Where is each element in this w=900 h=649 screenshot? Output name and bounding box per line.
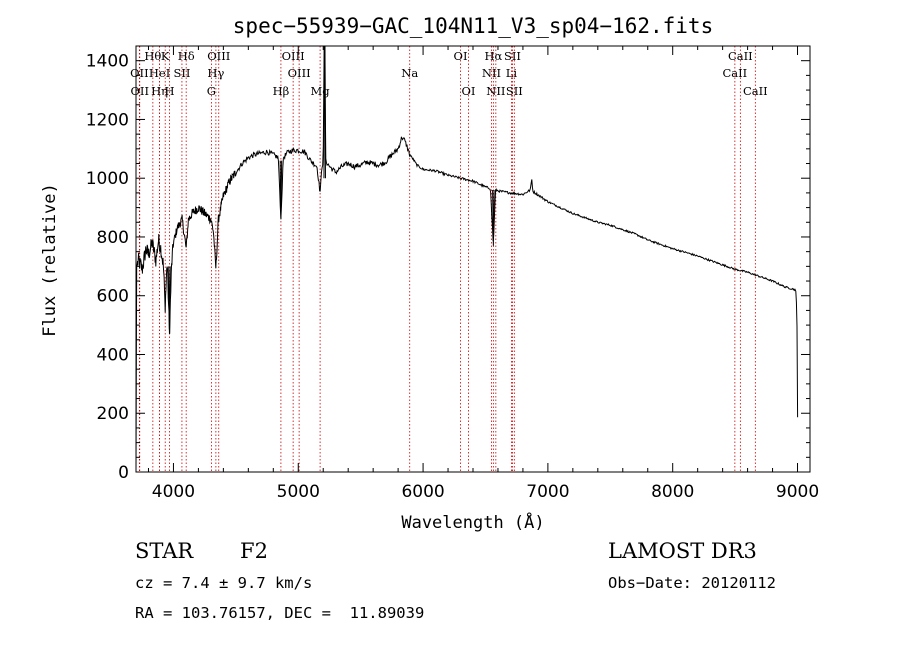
x-tick-label: 9000 [776,482,819,502]
y-tick-label: 800 [97,228,129,248]
line-marker-label: SII [504,49,521,63]
observation-date: Obs−Date: 20120112 [608,574,776,592]
line-marker-label: Li [506,66,518,80]
y-axis-label: Flux (relative) [40,183,60,337]
line-marker-label: Hδ [178,49,195,63]
line-marker-label: SII [506,84,523,98]
x-tick-label: 7000 [526,482,569,502]
redshift-velocity: cz = 7.4 ± 9.7 km/s [135,574,313,592]
line-marker-label: Hη [151,84,168,98]
chart-title: spec−55939−GAC_104N11_V3_sp04−162.fits [233,14,713,38]
line-marker-label: CaII [743,84,768,98]
y-tick-label: 1200 [86,110,129,130]
spectrum-feature-3 [492,189,495,246]
object-class: STAR [135,539,194,563]
line-marker-label: OIII [288,66,311,80]
line-marker-label: OI [462,84,476,98]
line-marker-label: G [207,84,216,98]
line-marker-label: Hθ [144,49,161,63]
y-tick-label: 200 [97,404,129,424]
spectrum-feature-2 [279,160,283,220]
line-marker-label: OIII [207,49,230,63]
line-marker-label: NII [482,66,501,80]
x-tick-label: 5000 [277,482,320,502]
line-marker-label: SII [173,66,190,80]
line-marker-label: NII [486,84,505,98]
x-tick-label: 6000 [401,482,444,502]
spectrum-feature-1 [168,266,171,334]
x-tick-label: 4000 [152,482,195,502]
y-tick-label: 1400 [86,52,129,72]
y-tick-label: 1000 [86,169,129,189]
line-marker-label: K [161,49,170,63]
line-marker-label: Hγ [207,66,224,80]
spectrum-line [136,46,799,472]
x-tick-label: 8000 [651,482,694,502]
y-tick-label: 600 [97,287,129,307]
line-marker-label: HeI [149,66,170,80]
line-marker-label: Hα [484,49,502,63]
coordinates: RA = 103.76157, DEC = 11.89039 [135,604,425,622]
spectrum-feature-0 [323,46,326,179]
survey-name: LAMOST DR3 [608,539,757,563]
line-markers [138,46,756,472]
line-marker-label: Mg [311,84,331,98]
y-tick-label: 400 [97,345,129,365]
line-marker-label: Na [401,66,418,80]
line-marker-labels: OIIOIIHθHηHeIKHSIIHδGHγOIIIHβOIIIOIIIMgN… [130,49,768,98]
line-marker-label: OIII [282,49,305,63]
x-axis-label: Wavelength (Å) [401,511,544,533]
line-marker-label: OII [130,66,149,80]
line-marker-label: CaII [728,49,753,63]
line-marker-label: CaII [722,66,747,80]
y-axis: 0 200 400 600 800 1000 1200 1400 [86,52,810,483]
line-marker-label: Hβ [273,84,290,98]
x-axis: 4000 5000 6000 7000 8000 9000 [147,46,819,502]
line-marker-label: OII [130,84,149,98]
line-marker-label: H [165,84,175,98]
object-subclass: F2 [240,539,268,563]
line-marker-label: OI [454,49,468,63]
y-tick-label: 0 [118,463,129,483]
